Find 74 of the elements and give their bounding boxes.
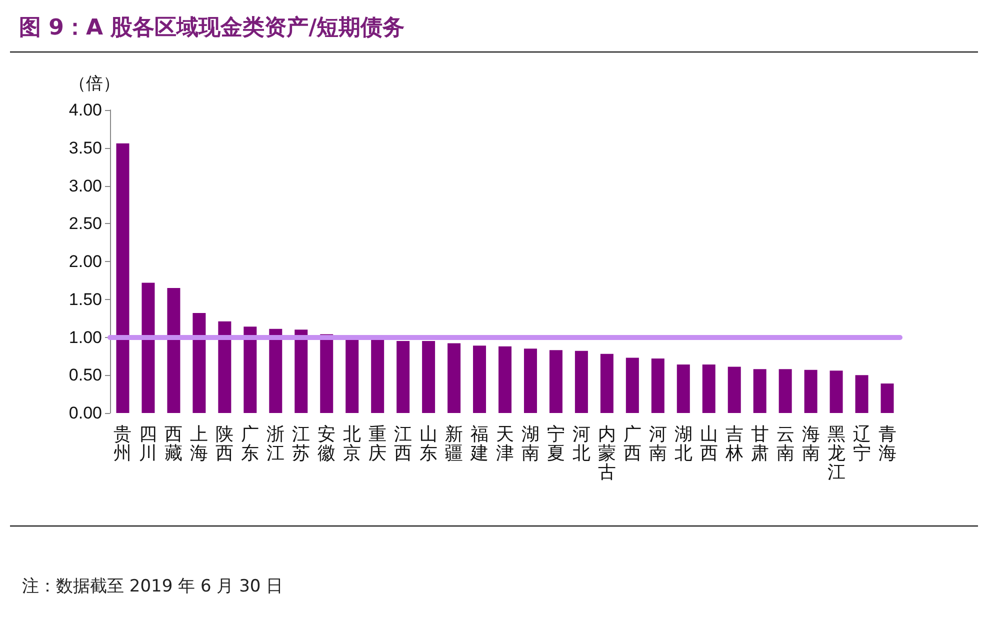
x-tick-label: 陕西	[216, 424, 234, 464]
bar	[142, 282, 155, 413]
x-tick-label: 福建	[470, 424, 489, 464]
bar	[676, 364, 690, 413]
x-tick-label: 江西	[394, 424, 412, 464]
y-tick-label: 3.00	[68, 176, 102, 196]
x-tick-label: 山西	[700, 424, 718, 464]
bar	[549, 350, 562, 413]
bar	[600, 354, 614, 413]
bar	[728, 366, 741, 413]
x-tick-label: 辽宁	[852, 424, 871, 464]
bar	[294, 330, 308, 413]
bar	[192, 313, 206, 413]
x-tick-label: 江苏	[292, 424, 310, 464]
bar	[804, 370, 818, 413]
bar	[753, 369, 766, 413]
bar	[218, 321, 232, 413]
bar	[448, 343, 461, 413]
y-tick-label: 4.00	[68, 100, 102, 120]
bar	[830, 370, 843, 413]
text: 注：数据截至 2019 年 6 月 30 日	[22, 576, 284, 596]
bar	[574, 350, 588, 413]
bar	[473, 346, 486, 413]
bar	[855, 375, 868, 413]
x-tick-label: 北京	[343, 424, 362, 464]
chart-title: 图 9：A 股各区域现金类资产/短期债务	[19, 14, 405, 40]
x-tick-label: 湖南	[521, 424, 540, 464]
x-tick-label: 浙江	[266, 424, 285, 464]
x-tick-label: 云南	[776, 424, 794, 464]
y-tick-label: 0.00	[68, 404, 102, 422]
bar	[702, 364, 716, 413]
x-tick-label: 宁夏	[546, 424, 565, 464]
bar	[371, 340, 384, 413]
bar	[498, 346, 512, 413]
x-tick-label: 西藏	[164, 424, 183, 464]
bar	[422, 341, 436, 413]
x-tick-label: 吉林	[724, 424, 744, 464]
bar	[167, 288, 180, 413]
x-tick-label: 天津	[496, 424, 514, 464]
x-tick-label: 重庆	[368, 424, 387, 464]
bar	[524, 348, 537, 413]
x-tick-label: 贵州	[114, 424, 132, 464]
bar	[346, 338, 359, 413]
bar	[320, 334, 334, 413]
y-tick-label: 2.00	[68, 252, 102, 271]
x-tick-label: 新疆	[445, 424, 464, 464]
bar	[880, 383, 894, 413]
x-tick-label: 广东	[241, 424, 260, 464]
y-tick-label: 1.50	[68, 290, 102, 309]
y-tick-label: 3.50	[68, 138, 102, 158]
x-tick-label: 青海	[878, 424, 896, 464]
bar	[651, 358, 664, 413]
y-tick-label: 0.50	[68, 366, 102, 385]
x-tick-label: 甘肃	[750, 424, 769, 464]
x-tick-label: 安徽	[318, 424, 336, 464]
y-tick-label: 1.00	[68, 328, 102, 347]
x-tick-label: 内蒙古	[598, 424, 616, 483]
bar	[116, 143, 130, 413]
x-tick-label: 四川	[139, 424, 158, 464]
bar	[778, 369, 792, 413]
x-tick-label: 河南	[648, 424, 667, 464]
x-tick-label: 海南	[802, 424, 820, 464]
y-tick-label: 2.50	[68, 214, 102, 234]
x-tick-label: 河北	[572, 424, 590, 464]
bar	[244, 326, 257, 413]
bar	[396, 341, 410, 413]
x-tick-label: 上海	[190, 424, 208, 464]
y-axis-title: （倍）	[69, 74, 120, 93]
x-tick-label: 山东	[420, 424, 438, 464]
bar	[626, 358, 639, 413]
x-tick-label: 黑龙江	[827, 424, 846, 483]
x-tick-label: 湖北	[674, 424, 692, 464]
bar	[269, 328, 282, 413]
x-tick-label: 广西	[623, 424, 642, 464]
